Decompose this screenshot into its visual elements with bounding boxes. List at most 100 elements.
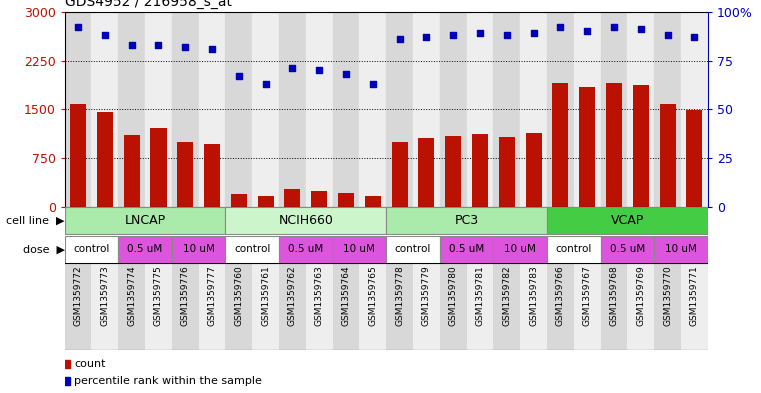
Bar bbox=[225, 263, 252, 350]
Text: GSM1359782: GSM1359782 bbox=[502, 265, 511, 326]
Bar bbox=[654, 235, 708, 263]
Bar bbox=[440, 263, 466, 350]
Point bbox=[126, 42, 138, 48]
Point bbox=[72, 24, 84, 31]
Point bbox=[152, 42, 164, 48]
Bar bbox=[440, 235, 493, 263]
Bar bbox=[279, 263, 306, 350]
Text: percentile rank within the sample: percentile rank within the sample bbox=[75, 376, 263, 386]
Bar bbox=[338, 193, 354, 207]
Bar bbox=[172, 12, 199, 207]
Bar bbox=[526, 133, 542, 207]
Bar bbox=[285, 189, 301, 207]
Bar bbox=[386, 12, 413, 207]
Text: GSM1359766: GSM1359766 bbox=[556, 265, 565, 326]
Text: GSM1359761: GSM1359761 bbox=[261, 265, 270, 326]
Text: GSM1359762: GSM1359762 bbox=[288, 265, 297, 326]
Bar bbox=[365, 196, 380, 207]
Bar bbox=[252, 12, 279, 207]
Text: 10 uM: 10 uM bbox=[343, 244, 375, 254]
Bar bbox=[333, 12, 359, 207]
Text: GSM1359772: GSM1359772 bbox=[74, 265, 83, 326]
Text: GSM1359775: GSM1359775 bbox=[154, 265, 163, 326]
Text: NCIH660: NCIH660 bbox=[279, 214, 333, 228]
Bar bbox=[333, 263, 359, 350]
Bar bbox=[632, 85, 649, 207]
Text: 10 uM: 10 uM bbox=[665, 244, 697, 254]
Point bbox=[286, 65, 298, 72]
Bar bbox=[145, 12, 172, 207]
Bar bbox=[118, 263, 145, 350]
Point bbox=[608, 24, 620, 31]
Text: GSM1359777: GSM1359777 bbox=[208, 265, 217, 326]
Point bbox=[420, 34, 432, 40]
Bar bbox=[279, 12, 306, 207]
Text: GSM1359768: GSM1359768 bbox=[610, 265, 619, 326]
Bar bbox=[600, 263, 627, 350]
Bar bbox=[606, 83, 622, 207]
Text: GDS4952 / 216958_s_at: GDS4952 / 216958_s_at bbox=[65, 0, 231, 9]
Bar bbox=[225, 207, 386, 235]
Bar bbox=[472, 134, 488, 207]
Bar bbox=[392, 142, 408, 207]
Bar bbox=[252, 263, 279, 350]
Bar bbox=[306, 12, 333, 207]
Bar bbox=[225, 12, 252, 207]
Point bbox=[554, 24, 566, 31]
Bar bbox=[359, 263, 386, 350]
Text: VCAP: VCAP bbox=[611, 214, 644, 228]
Text: GSM1359778: GSM1359778 bbox=[395, 265, 404, 326]
Bar bbox=[145, 263, 172, 350]
Point bbox=[447, 32, 460, 39]
Bar bbox=[547, 12, 574, 207]
Bar bbox=[311, 191, 327, 207]
Text: 0.5 uM: 0.5 uM bbox=[288, 244, 323, 254]
Bar bbox=[466, 12, 493, 207]
Point bbox=[581, 28, 594, 35]
Text: 0.5 uM: 0.5 uM bbox=[449, 244, 484, 254]
Point bbox=[260, 81, 272, 87]
Bar bbox=[552, 83, 568, 207]
Bar bbox=[97, 112, 113, 207]
Bar bbox=[118, 12, 145, 207]
Text: GSM1359767: GSM1359767 bbox=[583, 265, 591, 326]
Text: 10 uM: 10 uM bbox=[183, 244, 215, 254]
Bar bbox=[306, 263, 333, 350]
Text: GSM1359764: GSM1359764 bbox=[342, 265, 351, 326]
Bar bbox=[333, 235, 386, 263]
Text: GSM1359771: GSM1359771 bbox=[689, 265, 699, 326]
Bar bbox=[386, 207, 547, 235]
Bar bbox=[440, 12, 466, 207]
Bar bbox=[199, 263, 225, 350]
Point bbox=[527, 30, 540, 37]
Bar bbox=[627, 263, 654, 350]
Bar bbox=[654, 263, 681, 350]
Bar bbox=[681, 263, 708, 350]
Bar bbox=[279, 235, 333, 263]
Bar bbox=[600, 235, 654, 263]
Bar bbox=[574, 12, 600, 207]
Bar bbox=[65, 207, 225, 235]
Text: GSM1359770: GSM1359770 bbox=[663, 265, 672, 326]
Text: GSM1359774: GSM1359774 bbox=[127, 265, 136, 326]
Bar bbox=[70, 104, 86, 207]
Point bbox=[393, 36, 406, 42]
Point bbox=[99, 32, 111, 39]
Bar bbox=[65, 263, 91, 350]
Text: GSM1359773: GSM1359773 bbox=[100, 265, 110, 326]
Text: 0.5 uM: 0.5 uM bbox=[610, 244, 645, 254]
Text: GSM1359783: GSM1359783 bbox=[529, 265, 538, 326]
Bar bbox=[521, 12, 547, 207]
Bar bbox=[600, 12, 627, 207]
Bar bbox=[493, 235, 547, 263]
Bar bbox=[579, 86, 595, 207]
Bar bbox=[493, 263, 521, 350]
Text: control: control bbox=[395, 244, 431, 254]
Bar bbox=[413, 12, 440, 207]
Text: GSM1359769: GSM1359769 bbox=[636, 265, 645, 326]
Point bbox=[233, 73, 245, 79]
Point bbox=[501, 32, 513, 39]
Text: LNCAP: LNCAP bbox=[125, 214, 166, 228]
Text: dose  ▶: dose ▶ bbox=[23, 244, 65, 254]
Bar bbox=[686, 110, 702, 207]
